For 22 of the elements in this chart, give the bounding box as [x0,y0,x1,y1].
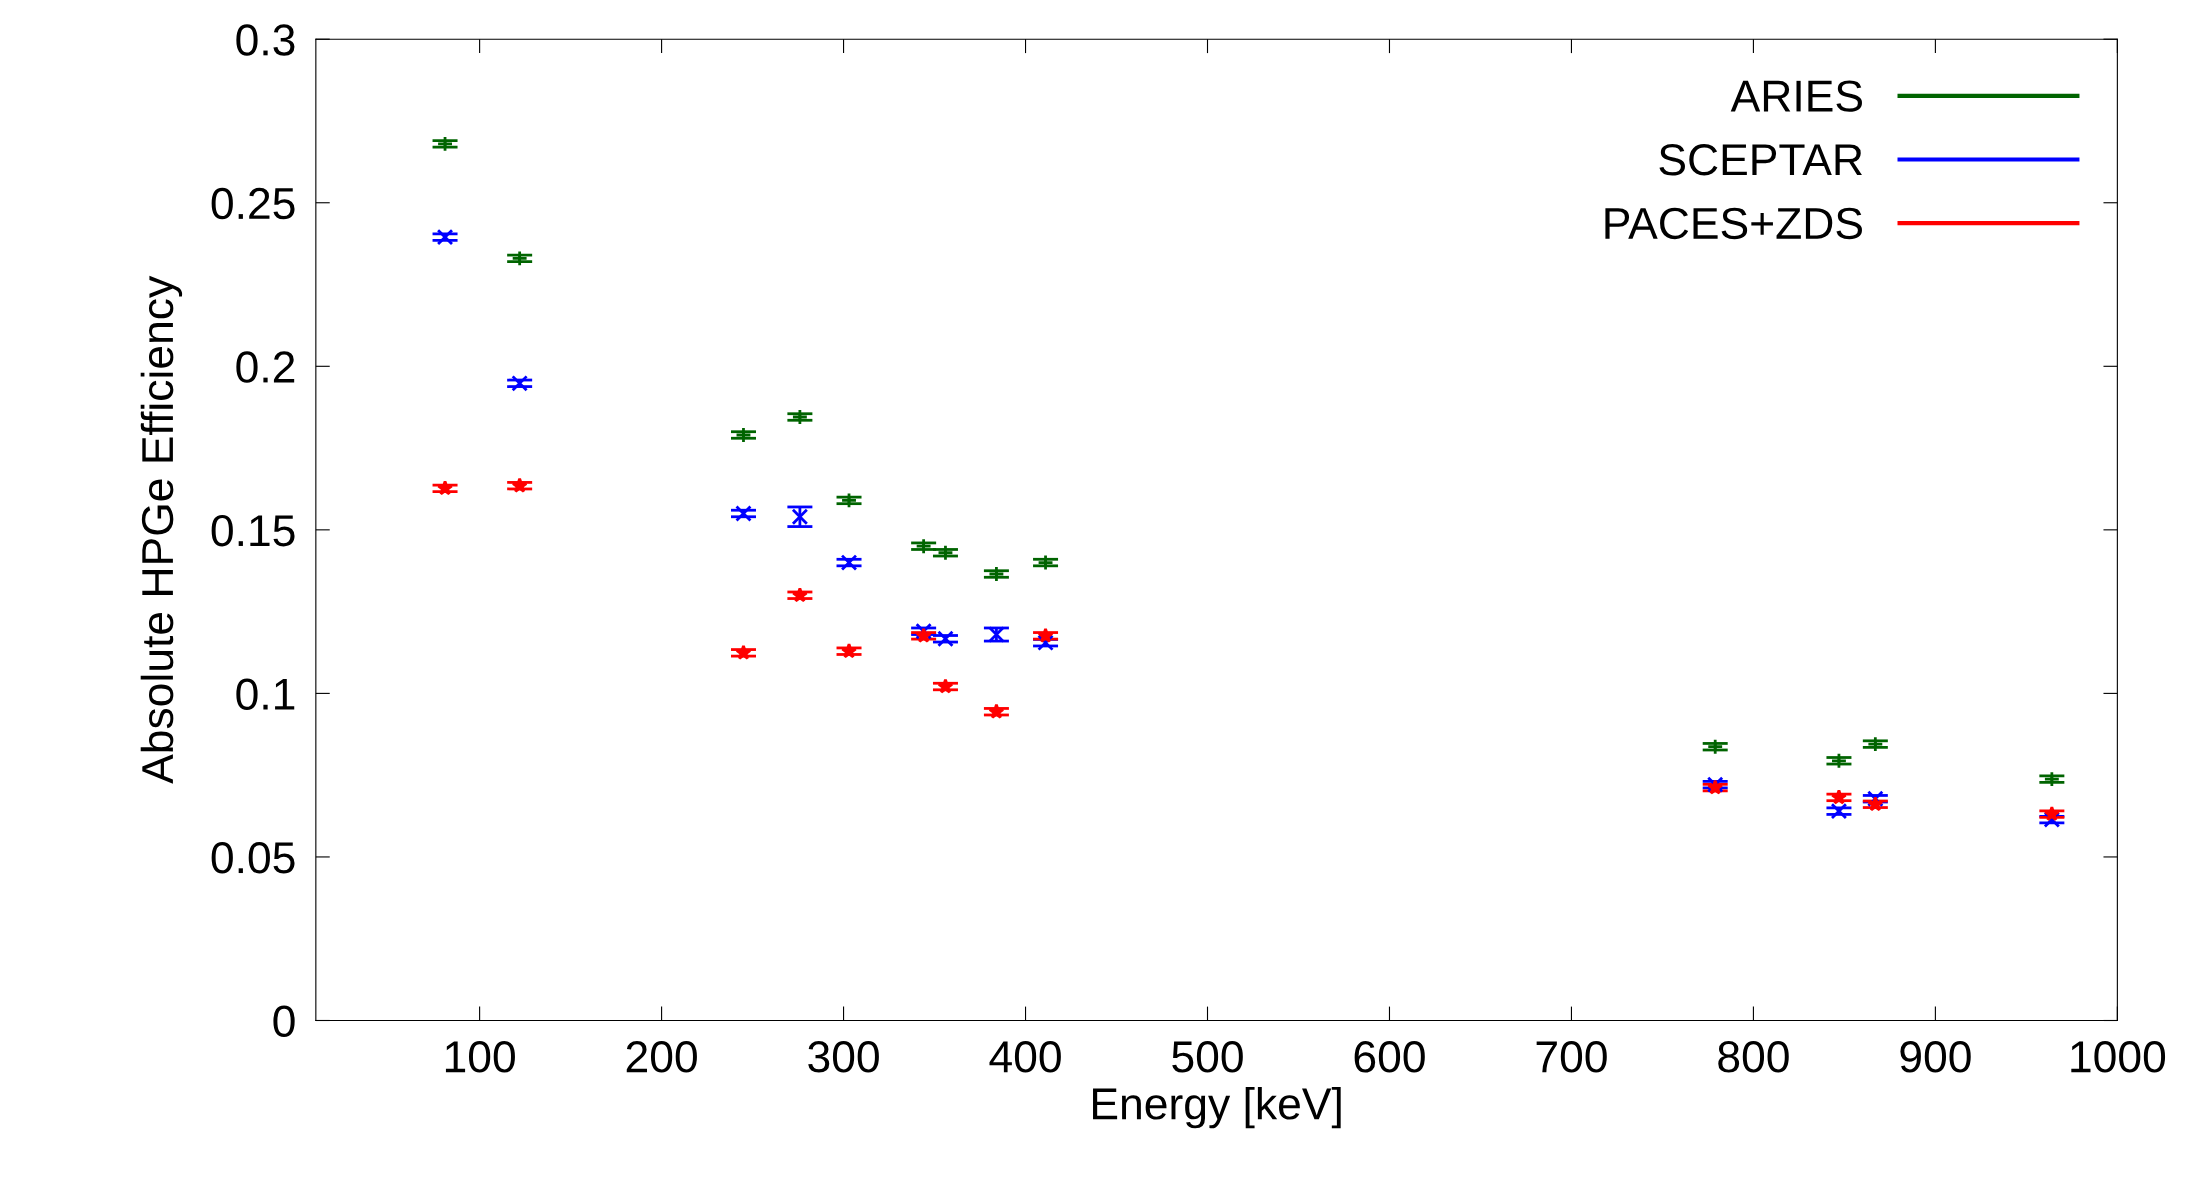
y-tick-label: 0 [273,1005,295,1038]
legend-label: SCEPTAR [1659,144,1862,176]
x-tick-label: 300 [808,1041,879,1073]
legend-label: ARIES [1730,80,1862,112]
x-axis-title: Energy [keV] [1093,1086,1341,1129]
y-tick-label: 0.2 [236,351,295,383]
x-tick-label: 200 [626,1041,697,1073]
x-tick-label: 800 [1718,1041,1789,1073]
y-tick-label: 0.1 [236,678,295,710]
x-tick-label: 500 [1172,1041,1243,1073]
legend-label: PACES+ZDS [1605,207,1862,240]
x-tick-label: 600 [1354,1041,1425,1073]
y-tick-label: 0.05 [211,842,295,874]
x-tick-label: 400 [989,1041,1061,1073]
x-tick-label: 700 [1536,1041,1607,1073]
y-tick-label: 0.3 [236,24,295,56]
x-tick-label: 900 [1900,1041,1971,1073]
x-tick-label: 1000 [2071,1041,2166,1073]
y-tick-label: 0.25 [211,187,295,220]
y-tick-label: 0.15 [211,514,295,547]
y-axis-title: Absolute HPGe Efficiency [140,275,183,784]
x-tick-label: 100 [445,1041,515,1073]
